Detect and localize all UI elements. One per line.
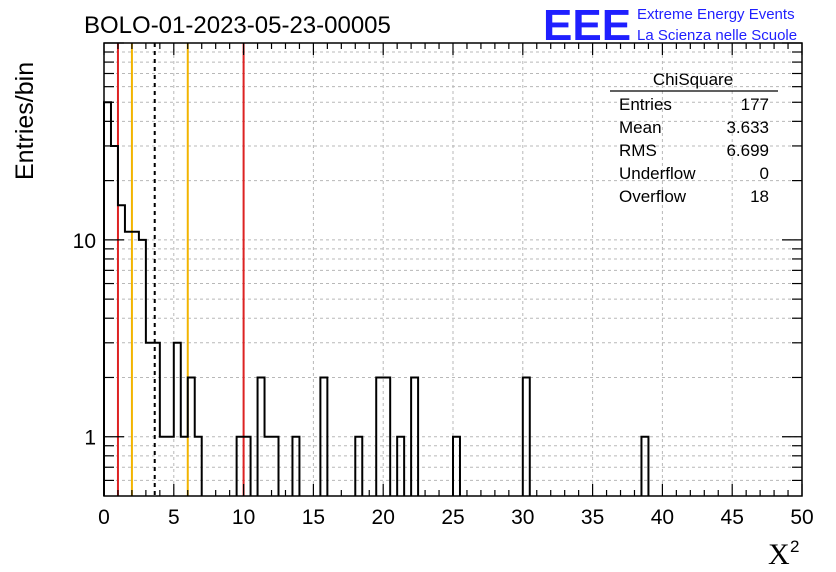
x-tick-label: 45 — [721, 506, 744, 529]
stats-value-mean: 3.633 — [726, 118, 769, 137]
x-tick-label: 5 — [168, 506, 180, 529]
stats-label-rms: RMS — [619, 141, 657, 160]
y-tick-label: 1 — [84, 427, 96, 450]
x-tick-label: 40 — [651, 506, 674, 529]
x-tick-label: 35 — [581, 506, 604, 529]
stats-label-entries: Entries — [619, 95, 672, 114]
eee-logo: EEE Extreme Energy Events La Scienza nel… — [543, 1, 797, 50]
stats-header: ChiSquare — [653, 70, 733, 89]
x-tick-label: 20 — [372, 506, 395, 529]
x-tick-label: 15 — [302, 506, 325, 529]
histogram — [103, 101, 650, 496]
grid — [104, 43, 802, 496]
stats-box: ChiSquare Entries 177 Mean 3.633 RMS 6.6… — [610, 70, 778, 206]
logo-line2: La Scienza nelle Scuole — [637, 27, 797, 44]
x-tick-label: 50 — [790, 506, 813, 529]
x-axis-symbol: X — [768, 538, 790, 571]
stats-value-entries: 177 — [741, 95, 769, 114]
x-tick-label: 0 — [98, 506, 110, 529]
x-tick-label: 25 — [441, 506, 464, 529]
logo-line1: Extreme Energy Events — [637, 6, 795, 23]
stats-value-underflow: 0 — [760, 164, 769, 183]
y-axis-label: Entries/bin — [11, 62, 39, 180]
stats-value-overflow: 18 — [750, 187, 769, 206]
histogram-outline — [103, 101, 650, 496]
stats-label-mean: Mean — [619, 118, 662, 137]
chart-title: BOLO-01-2023-05-23-00005 — [84, 12, 391, 39]
x-tick-label: 10 — [232, 506, 255, 529]
stats-value-rms: 6.699 — [726, 141, 769, 160]
x-tick-label: 30 — [511, 506, 534, 529]
logo-mark: EEE — [543, 1, 631, 50]
x-axis-label: X 2 — [768, 537, 799, 571]
axes: 0 5 10 15 20 25 30 35 40 45 50 1 10 — [73, 42, 814, 529]
stats-label-overflow: Overflow — [619, 187, 687, 206]
x-axis-superscript: 2 — [790, 537, 799, 556]
y-tick-label: 10 — [73, 230, 96, 253]
stats-label-underflow: Underflow — [619, 164, 696, 183]
